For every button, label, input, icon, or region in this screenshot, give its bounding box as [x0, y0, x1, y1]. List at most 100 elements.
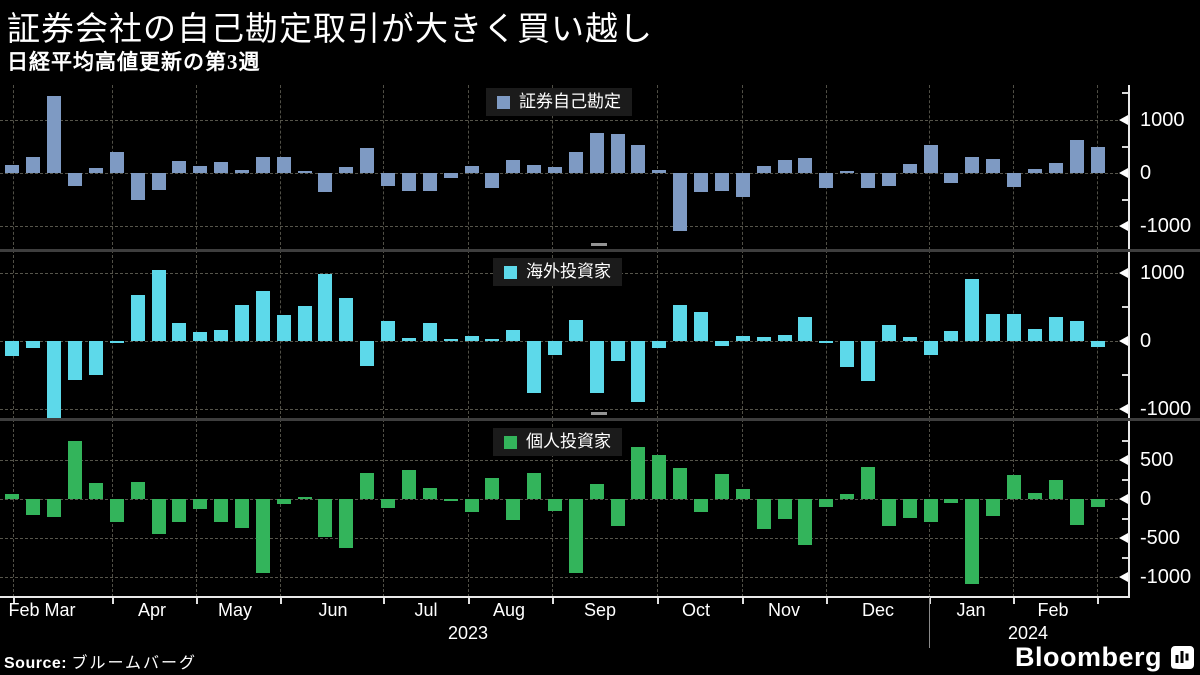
data-bar — [610, 134, 625, 174]
data-bar — [1090, 340, 1105, 348]
data-bar — [360, 147, 375, 174]
data-bar — [1069, 499, 1084, 525]
legend-swatch — [504, 265, 517, 279]
data-bar — [568, 319, 583, 341]
data-bar — [861, 340, 876, 381]
data-bar — [276, 315, 291, 341]
data-bar — [610, 340, 625, 362]
data-bar — [47, 499, 62, 517]
data-bar — [5, 165, 20, 174]
data-bar — [109, 151, 124, 174]
data-bar — [339, 298, 354, 341]
data-bar — [88, 482, 103, 500]
month-gridline — [1013, 419, 1014, 597]
month-gridline — [826, 419, 827, 597]
data-bar — [68, 173, 83, 187]
month-label: Jun — [318, 600, 348, 620]
data-bar — [464, 335, 479, 341]
y-tick-major — [1119, 115, 1128, 126]
data-bar — [339, 166, 354, 174]
data-bar — [652, 170, 667, 174]
data-bar — [506, 159, 521, 174]
data-bar — [714, 340, 729, 347]
month-gridline — [468, 250, 469, 419]
data-bar — [798, 499, 813, 546]
data-bar — [1069, 139, 1084, 174]
y-tick-minor — [1122, 478, 1128, 481]
data-bar — [214, 162, 229, 174]
month-gridline — [742, 85, 743, 250]
data-bar — [1007, 313, 1022, 341]
y-tick-minor — [1122, 306, 1128, 308]
data-bar — [819, 173, 834, 188]
data-bar — [318, 499, 333, 538]
data-bar — [819, 499, 834, 507]
month-label: May — [217, 600, 253, 620]
data-bar — [548, 499, 562, 511]
month-label: Jul — [414, 600, 438, 620]
data-bar — [297, 171, 312, 174]
value-gridline — [0, 408, 1128, 410]
source-value: ブルームバーグ — [71, 655, 198, 672]
legend-swatch — [497, 95, 510, 109]
data-bar — [297, 305, 312, 341]
data-bar — [756, 336, 771, 341]
data-bar — [255, 157, 270, 174]
data-bar — [151, 270, 166, 341]
year-label: 2024 — [1007, 623, 1049, 643]
data-bar — [568, 151, 583, 174]
data-bar — [5, 340, 20, 356]
y-tick-minor — [1122, 556, 1128, 559]
legend-label: 海外投資家 — [526, 262, 611, 281]
data-bar — [589, 133, 604, 174]
source-line: Source: ブルームバーグ — [4, 649, 197, 673]
data-bar — [735, 173, 750, 197]
data-bar — [360, 472, 375, 500]
data-bar — [840, 340, 855, 367]
data-bar — [923, 499, 938, 522]
data-bar — [673, 467, 688, 500]
data-bar — [109, 340, 124, 343]
x-tick — [383, 598, 385, 604]
data-bar — [422, 488, 437, 500]
data-bar — [193, 166, 208, 174]
month-gridline — [383, 85, 384, 250]
data-bar — [26, 340, 41, 348]
x-tick — [657, 598, 659, 604]
value-gridline — [0, 173, 1128, 175]
y-tick-label: -1000 — [1140, 397, 1192, 420]
data-bar — [861, 173, 876, 189]
data-bar — [193, 499, 208, 510]
y-tick-major — [1119, 533, 1128, 544]
data-bar — [652, 340, 667, 348]
data-bar — [47, 340, 62, 418]
legend-1: 海外投資家 — [493, 258, 622, 286]
data-bar — [276, 499, 291, 505]
data-bar — [381, 173, 396, 187]
data-bar — [443, 499, 458, 502]
data-bar — [1027, 492, 1042, 500]
month-gridline — [742, 250, 743, 419]
data-bar — [464, 166, 479, 174]
data-bar — [589, 484, 604, 500]
data-bar — [172, 499, 187, 522]
y-tick-major — [1119, 221, 1128, 232]
data-bar — [88, 167, 103, 174]
data-bar — [485, 338, 500, 341]
panel-resize-handle[interactable] — [591, 412, 607, 415]
data-bar — [944, 173, 959, 183]
data-bar — [485, 477, 500, 500]
data-bar — [381, 499, 396, 508]
data-bar — [68, 441, 83, 500]
data-bar — [172, 161, 187, 174]
legend-0: 証券自己勘定 — [486, 88, 632, 116]
data-bar — [881, 173, 896, 187]
data-bar — [506, 330, 521, 341]
data-bar — [965, 157, 980, 174]
y-tick-major — [1119, 168, 1128, 179]
y-tick-major — [1119, 268, 1128, 279]
data-bar — [840, 171, 855, 174]
panel-resize-handle[interactable] — [591, 243, 607, 246]
y-tick-label: 1000 — [1140, 262, 1185, 285]
